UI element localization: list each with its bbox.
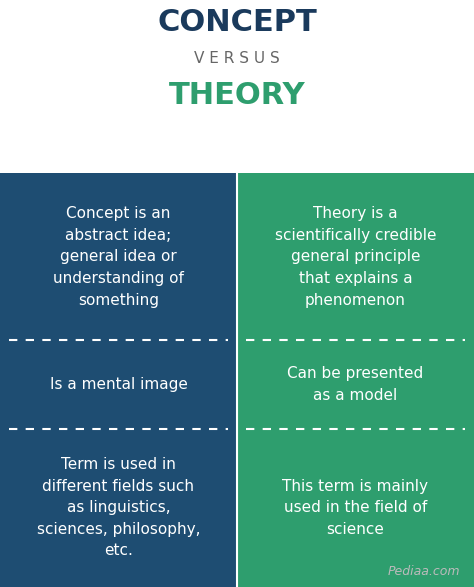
Bar [0,173,237,587]
Text: CONCEPT: CONCEPT [157,8,317,37]
Text: Theory is a
scientifically credible
general principle
that explains a
phenomenon: Theory is a scientifically credible gene… [275,206,436,308]
Text: Pediaa.com: Pediaa.com [387,565,460,578]
Text: Is a mental image: Is a mental image [50,377,187,392]
Text: Term is used in
different fields such
as linguistics,
sciences, philosophy,
etc.: Term is used in different fields such as… [37,457,200,558]
Bar [237,173,474,587]
Text: Can be presented
as a model: Can be presented as a model [287,366,424,403]
Text: Concept is an
abstract idea;
general idea or
understanding of
something: Concept is an abstract idea; general ide… [53,206,184,308]
Text: V E R S U S: V E R S U S [194,51,280,66]
Text: THEORY: THEORY [169,80,305,110]
Text: This term is mainly
used in the field of
science: This term is mainly used in the field of… [283,478,428,537]
